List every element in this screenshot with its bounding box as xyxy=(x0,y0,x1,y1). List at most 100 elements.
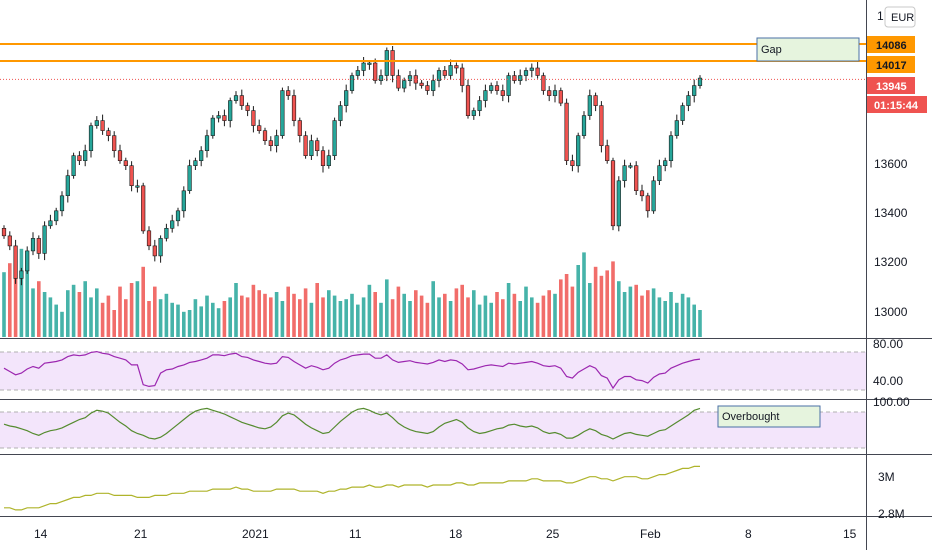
rsi-band xyxy=(0,352,866,390)
price-axis[interactable]: 1 EUR 13600 13400 13200 13000 14086 1401… xyxy=(867,6,927,319)
candlestick xyxy=(146,226,152,251)
gap-box[interactable] xyxy=(756,37,860,62)
volume-bar xyxy=(158,299,163,337)
candle-body xyxy=(384,50,389,76)
candlestick xyxy=(442,66,447,79)
time-tick-18: 18 xyxy=(449,527,463,541)
candlestick xyxy=(175,207,181,227)
candle-body xyxy=(19,270,24,279)
candlestick xyxy=(309,134,314,160)
candlestick xyxy=(25,246,30,274)
volume-bar xyxy=(396,286,401,337)
candle-body xyxy=(141,185,146,232)
candlestick xyxy=(77,151,82,165)
candle-body xyxy=(523,70,529,76)
volume-bar xyxy=(263,293,267,337)
candle-body xyxy=(535,67,540,76)
volume-bar xyxy=(129,283,134,337)
candlestick xyxy=(373,58,378,84)
volume-bar xyxy=(483,295,488,337)
candlestick xyxy=(355,66,360,80)
volume-bar xyxy=(437,297,441,337)
volume-bar xyxy=(501,299,505,337)
candle-body xyxy=(262,130,268,141)
volume-bar xyxy=(100,302,105,337)
candlestick xyxy=(500,84,505,102)
volume-bar xyxy=(385,279,389,337)
candle-body xyxy=(663,160,668,166)
candlestick xyxy=(431,74,436,97)
volume-bar xyxy=(48,297,53,337)
candle-body xyxy=(71,155,76,176)
candle-body xyxy=(587,95,592,116)
candlestick xyxy=(88,122,94,158)
candle-body xyxy=(112,135,117,151)
candlestick xyxy=(251,106,256,133)
candlestick xyxy=(36,235,41,259)
rsi-tick-80: 80.00 xyxy=(873,337,903,351)
volume-bar xyxy=(692,304,696,337)
volume-bar xyxy=(622,292,627,337)
candlestick xyxy=(158,235,163,263)
candle-body xyxy=(233,95,239,101)
volume-bar xyxy=(489,302,493,337)
candle-body xyxy=(471,110,476,116)
candlestick xyxy=(402,77,407,93)
candlestick xyxy=(233,91,239,104)
volume-bar xyxy=(8,263,12,337)
price-axis-top-label: 1 xyxy=(877,9,884,23)
time-tick-feb: Feb xyxy=(640,527,661,541)
volume-bar xyxy=(669,292,673,337)
candlestick xyxy=(228,97,233,128)
time-tick-25: 25 xyxy=(546,527,560,541)
currency-badge[interactable] xyxy=(884,6,916,28)
candlestick xyxy=(552,84,558,103)
candle-body xyxy=(1,228,7,237)
candle-body xyxy=(367,62,372,65)
time-tick-8: 8 xyxy=(745,527,752,541)
candlestick xyxy=(19,267,24,286)
candle-body xyxy=(332,120,337,156)
overbought-box[interactable] xyxy=(717,405,821,428)
candle-body xyxy=(431,80,436,91)
volume-bar xyxy=(512,293,517,337)
volume-bar xyxy=(274,292,279,337)
volume-bar xyxy=(414,290,418,337)
candle-body xyxy=(465,85,471,116)
candlestick xyxy=(326,149,331,169)
candlestick xyxy=(622,159,627,188)
candle-body xyxy=(245,105,250,111)
time-tick-15: 15 xyxy=(843,527,857,541)
price-tag-last: 13945 xyxy=(876,81,907,93)
candlestick xyxy=(320,146,326,173)
candle-body xyxy=(529,67,534,71)
candlestick xyxy=(164,223,169,242)
candle-body xyxy=(280,90,285,136)
candle-body xyxy=(25,250,30,272)
volume-bar xyxy=(147,301,151,337)
candle-body xyxy=(268,140,273,146)
candle-body xyxy=(541,75,546,91)
candlestick xyxy=(245,102,250,117)
candlestick xyxy=(129,161,134,192)
candlestick xyxy=(135,179,140,193)
volume-bar xyxy=(454,288,459,337)
candlestick xyxy=(576,132,581,173)
volume-bar xyxy=(95,288,99,337)
candle-body xyxy=(170,220,175,229)
obv-tick-2-8m: 2.8M xyxy=(878,507,905,521)
price-tag-upper: 14086 xyxy=(876,40,907,52)
time-axis[interactable]: 14 21 2021 11 18 25 Feb 8 15 xyxy=(34,527,857,541)
candlestick xyxy=(100,114,105,135)
candle-body xyxy=(204,135,210,151)
volume-bar xyxy=(628,286,633,337)
candle-body xyxy=(199,150,204,161)
candlestick xyxy=(593,92,598,112)
candle-body xyxy=(344,90,349,106)
candle-body xyxy=(576,135,581,167)
candlestick xyxy=(651,176,656,214)
volume-bar xyxy=(367,284,372,337)
candle-body xyxy=(286,90,291,96)
volume-bar xyxy=(646,290,650,337)
